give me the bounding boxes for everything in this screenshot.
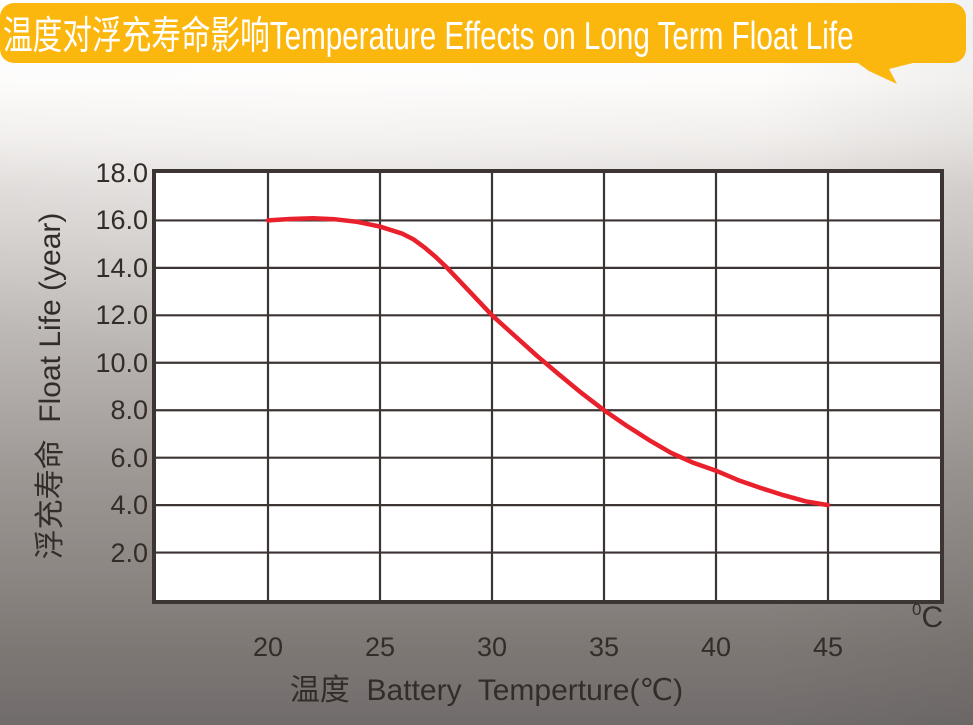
banner-tail-pointer: [855, 61, 921, 84]
x-tick-label: 35: [588, 632, 620, 662]
x-tick-label: 20: [252, 632, 284, 662]
y-tick-label: 18.0: [95, 158, 148, 188]
unit-superscript: 0: [912, 600, 922, 619]
x-tick-label: 45: [812, 632, 844, 662]
y-tick-label: 2.0: [110, 537, 148, 568]
x-tick-label: 40: [700, 632, 732, 662]
title-banner: 温度对浮充寿命影响Temperature Effects on Long Ter…: [0, 3, 966, 63]
y-tick-label: 6.0: [110, 442, 148, 473]
banner-title: 温度对浮充寿命影响Temperature Effects on Long Ter…: [3, 15, 854, 58]
y-tick-label: 14.0: [95, 252, 148, 283]
x-axis-title: 温度 Battery Temperture(℃): [289, 674, 684, 707]
plot-svg: [156, 173, 940, 600]
x-tick-label: 30: [476, 632, 508, 662]
banner-tail-shape: [855, 61, 921, 84]
plot-area: [152, 169, 944, 604]
y-tick-label: 10.0: [95, 347, 148, 378]
x-tick-label: 25: [364, 632, 396, 662]
y-tick-label: 4.0: [110, 490, 148, 521]
x-axis-unit-label: 0C: [912, 601, 943, 635]
y-tick-label: 16.0: [95, 205, 148, 236]
series-curve: [265, 216, 831, 508]
y-tick-label: 12.0: [95, 300, 148, 331]
unit-main: C: [921, 601, 944, 634]
y-tick-label: 8.0: [110, 395, 148, 426]
